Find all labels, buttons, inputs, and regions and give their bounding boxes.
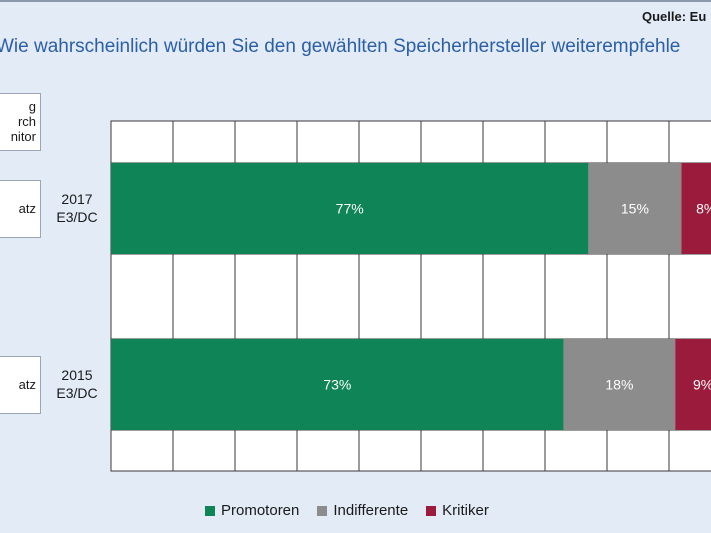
bar-value-label: 77% xyxy=(336,201,364,217)
bar-value-label: 15% xyxy=(621,201,649,217)
bar-segment-kritiker xyxy=(675,339,711,430)
source-note: Quelle: Eu xyxy=(642,9,707,24)
legend: Promotoren Indifferente Kritiker xyxy=(205,502,489,519)
row-label-type: E3/DC xyxy=(56,209,98,225)
row-label-year: 2015 xyxy=(61,367,93,383)
group-card-label: atz xyxy=(18,201,36,216)
legend-swatch xyxy=(205,505,215,516)
legend-swatch xyxy=(426,505,437,516)
bar-segment-kritiker xyxy=(681,163,711,254)
group-card: atz xyxy=(0,356,41,414)
bar-segment-promotoren xyxy=(111,163,589,254)
legend-item-promotoren: Promotoren xyxy=(205,502,299,519)
legend-label: Kritiker xyxy=(442,502,489,519)
bar-value-label: 9% xyxy=(693,377,711,393)
legend-item-kritiker: Kritiker xyxy=(426,502,489,519)
panel-line: g xyxy=(28,99,36,114)
bar-value-label: 18% xyxy=(605,377,633,393)
bar-value-label: 8% xyxy=(696,201,711,217)
bar-value-label: 73% xyxy=(323,377,351,393)
legend-swatch xyxy=(317,505,328,516)
group-card: atz xyxy=(0,180,41,238)
legend-label: Indifferente xyxy=(333,502,409,519)
panel-line: nitor xyxy=(10,129,36,144)
legend-item-indifferente: Indifferente xyxy=(317,502,408,519)
chart-title: Wie wahrscheinlich würden Sie den gewähl… xyxy=(0,36,681,57)
row-label-2015: 2015 E3/DC xyxy=(46,366,108,402)
row-label-year: 2017 xyxy=(61,191,93,207)
row-label-type: E3/DC xyxy=(56,385,98,401)
top-rule xyxy=(0,0,711,2)
group-card-label: atz xyxy=(18,377,36,392)
bar-segment-indifferente xyxy=(563,339,676,430)
panel-card: g rch nitor xyxy=(0,93,41,151)
row-label-2017: 2017 E3/DC xyxy=(46,190,108,226)
legend-label: Promotoren xyxy=(221,502,300,519)
bar-segment-promotoren xyxy=(111,339,564,430)
bar-segment-indifferente xyxy=(588,163,682,254)
panel-line: rch xyxy=(17,114,36,129)
